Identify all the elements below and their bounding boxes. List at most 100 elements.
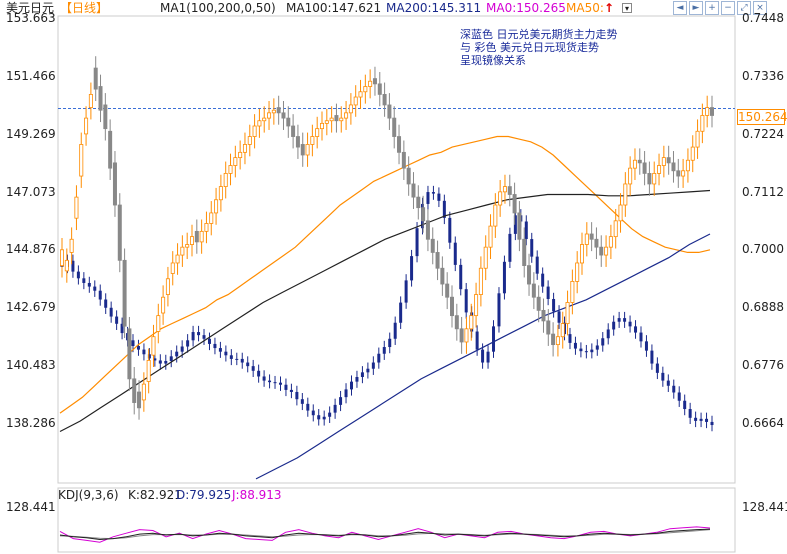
dropdown-icon[interactable]: ▾ [622, 3, 632, 13]
spot-candle [618, 204, 623, 222]
spot-candle [334, 115, 339, 122]
futures-candle [120, 323, 124, 334]
futures-candle [705, 418, 709, 422]
spot-candle [681, 170, 686, 177]
spot-candle [267, 112, 272, 119]
spot-candle [358, 91, 363, 98]
futures-candle [437, 193, 441, 201]
spot-candle [589, 233, 594, 240]
spot-candle [474, 294, 479, 317]
move-right-icon[interactable]: ► [689, 1, 703, 15]
zoom-in-icon[interactable]: + [705, 1, 719, 15]
futures-candle [497, 293, 501, 327]
futures-candle [388, 338, 392, 348]
main-pane-border [57, 15, 736, 484]
spot-candle [435, 252, 440, 269]
spot-candle [498, 191, 503, 206]
spot-candle [305, 144, 310, 156]
spot-candle [705, 107, 710, 116]
annotation-line-1: 深蓝色 日元兑美元期货主力走势 [460, 28, 618, 41]
kdj-j-line [59, 526, 711, 543]
futures-candle [87, 282, 91, 287]
spot-candle [199, 230, 204, 243]
futures-candle [590, 349, 594, 353]
zoom-out-icon[interactable]: − [721, 1, 735, 15]
spot-candle [84, 117, 89, 135]
futures-candle [677, 392, 681, 401]
annotation-line-3: 呈现镜像关系 [460, 54, 526, 67]
spot-candle [180, 246, 185, 256]
spot-candle [527, 265, 532, 285]
futures-candle [191, 332, 195, 341]
spot-candle [637, 159, 642, 164]
futures-candle [628, 321, 632, 327]
futures-candle [202, 335, 206, 339]
spot-candle [690, 146, 695, 161]
spot-candle [522, 238, 527, 267]
spot-candle [185, 244, 190, 248]
futures-candle [93, 286, 97, 291]
futures-candle [71, 260, 75, 272]
spot-candle [657, 165, 662, 174]
spot-candle [93, 67, 98, 90]
spot-candle [560, 323, 565, 338]
futures-candle [147, 354, 151, 359]
futures-candle [136, 345, 140, 350]
futures-candle [268, 380, 272, 383]
spot-candle [238, 151, 243, 159]
spot-candle [666, 157, 671, 164]
left-tick-label: 144.876 [6, 242, 56, 257]
futures-candle [573, 342, 577, 349]
spot-candle [64, 259, 69, 272]
spot-candle [608, 236, 613, 248]
spot-candle [175, 254, 180, 264]
period-label[interactable]: 【日线】 [60, 1, 109, 15]
futures-candle [218, 348, 222, 352]
spot-candle [570, 281, 575, 303]
spot-candle [247, 136, 252, 145]
futures-candle [513, 215, 517, 234]
spot-candle [464, 328, 469, 343]
left-tick-label: 151.466 [6, 68, 56, 83]
spot-candle [291, 125, 296, 137]
futures-candle [328, 412, 332, 417]
futures-candle [164, 360, 168, 364]
close-icon[interactable]: × [753, 1, 767, 15]
spot-candle [146, 360, 151, 382]
kdj-j-value: J:88.913 [232, 488, 282, 502]
spot-candle [599, 246, 604, 256]
left-tick-label: 149.269 [6, 126, 56, 141]
futures-candle [360, 372, 364, 377]
futures-candle [546, 286, 550, 299]
spot-candle [286, 117, 291, 127]
spot-candle [276, 107, 281, 114]
futures-candle [355, 376, 359, 382]
futures-candle [404, 280, 408, 303]
spot-candle [406, 167, 411, 185]
futures-candle [475, 331, 479, 350]
spot-candle [493, 204, 498, 227]
ma50-arrow: ↑ [604, 1, 615, 15]
futures-candle [82, 278, 86, 283]
futures-candle [568, 334, 572, 343]
move-left-icon[interactable]: ◄ [673, 1, 687, 15]
fit-icon[interactable]: ⤢ [737, 1, 751, 15]
spot-candle [392, 117, 397, 137]
futures-candle [431, 192, 435, 194]
futures-candle [240, 358, 244, 363]
spot-candle [685, 159, 690, 172]
current-price-tag: 150.264 [737, 109, 787, 125]
futures-candle [377, 353, 381, 363]
futures-candle [273, 382, 277, 384]
futures-candle [115, 316, 119, 324]
futures-candle [131, 340, 135, 346]
spot-candle [103, 104, 108, 130]
spot-candle [382, 94, 387, 106]
spot-candle [483, 246, 488, 269]
spot-candle [652, 173, 657, 185]
spot-candle [710, 107, 715, 116]
spot-candle [647, 173, 652, 185]
right-tick-label: 0.7448 [742, 11, 784, 25]
futures-candle [584, 351, 588, 353]
